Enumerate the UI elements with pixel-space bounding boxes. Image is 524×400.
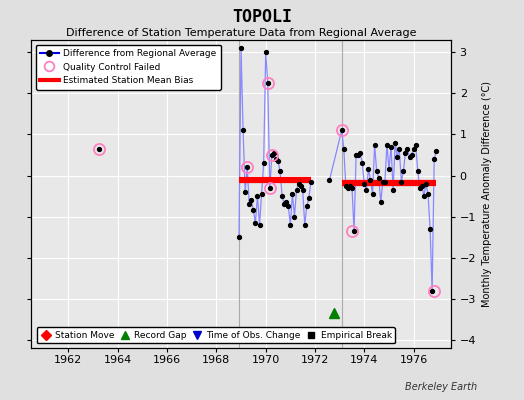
Legend: Station Move, Record Gap, Time of Obs. Change, Empirical Break: Station Move, Record Gap, Time of Obs. C… (37, 327, 395, 344)
Y-axis label: Monthly Temperature Anomaly Difference (°C): Monthly Temperature Anomaly Difference (… (482, 81, 492, 307)
Text: Berkeley Earth: Berkeley Earth (405, 382, 477, 392)
Title: Difference of Station Temperature Data from Regional Average: Difference of Station Temperature Data f… (66, 28, 416, 38)
Text: TOPOLI: TOPOLI (232, 8, 292, 26)
